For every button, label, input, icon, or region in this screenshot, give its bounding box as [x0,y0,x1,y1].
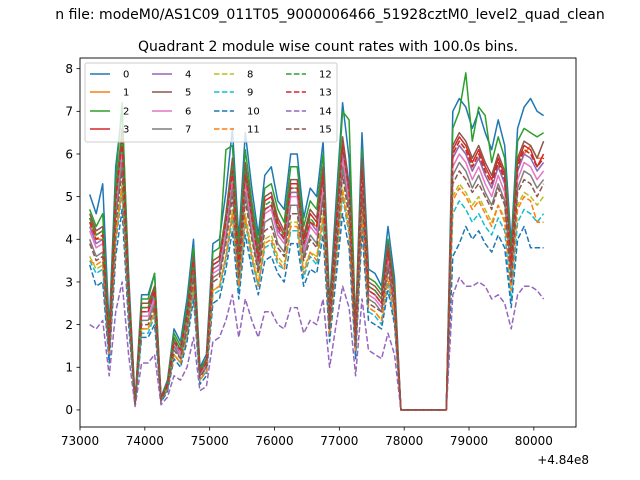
y-tick-label: 7 [65,105,73,119]
chart-title: Quadrant 2 module wise count rates with … [138,39,518,55]
legend-label-4: 4 [185,70,191,81]
y-tick-label: 1 [65,361,73,375]
legend-label-0: 0 [123,70,129,81]
y-tick-label: 3 [65,275,73,289]
legend-label-10: 10 [247,107,260,118]
series-line-14 [89,276,545,411]
legend-label-7: 7 [185,125,191,136]
plot-area [88,72,545,411]
series-line-7 [88,161,545,411]
legend-label-5: 5 [185,88,191,99]
x-tick-label: 76000 [255,434,293,448]
y-tick-label: 6 [65,147,73,161]
legend-label-8: 8 [247,70,253,81]
legend-label-3: 3 [123,125,129,136]
y-tick-label: 0 [65,403,73,417]
x-tick-label: 80000 [515,434,553,448]
series-line-10 [88,208,544,411]
axis-ticks: 73000 74000 75000 76000 77000 78000 79000 80000… [61,62,553,448]
legend-label-6: 6 [185,107,191,118]
figure-suptitle: n file: modeM0/AS1C09_011T05_9000006466_… [55,7,604,23]
legend-label-1: 1 [123,88,129,99]
legend-label-2: 2 [123,107,129,118]
y-tick-label: 4 [65,233,73,247]
series-line-13 [88,140,545,411]
x-tick-label: 75000 [191,434,229,448]
x-tick-label: 73000 [61,434,99,448]
legend-label-13: 13 [319,88,332,99]
legend-box [84,62,338,143]
legend-label-12: 12 [319,70,332,81]
y-tick-label: 2 [65,318,73,332]
legend-label-11: 11 [247,125,260,136]
y-tick-label: 8 [65,62,73,76]
x-tick-label: 77000 [320,434,358,448]
plot-frame [79,57,577,428]
legend-label-14: 14 [319,107,332,118]
x-tick-label: 74000 [126,434,164,448]
legend-label-9: 9 [247,88,253,99]
x-offset-label: +4.84e8 [537,453,589,467]
series-line-15 [88,170,545,411]
x-tick-label: 78000 [385,434,423,448]
x-tick-label: 79000 [450,434,488,448]
y-tick-label: 5 [65,190,73,204]
legend-label-15: 15 [319,125,332,136]
